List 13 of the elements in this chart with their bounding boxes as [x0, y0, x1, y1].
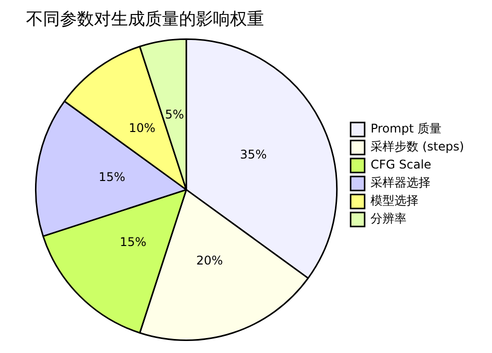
- data-label: 10%: [128, 120, 156, 135]
- legend-label: 采样步数 (steps): [370, 140, 464, 154]
- legend-label: CFG Scale: [370, 158, 432, 172]
- data-label: 15%: [98, 170, 126, 184]
- legend-label: 模型选择: [370, 194, 419, 208]
- legend-label: Prompt 质量: [370, 122, 442, 136]
- data-label: 20%: [196, 253, 223, 268]
- legend-label: 采样器选择: [370, 176, 431, 190]
- data-label: 35%: [240, 148, 267, 162]
- legend-label: 分辨率: [370, 212, 407, 226]
- chart-title: 不同参数对生成质量的影响权重: [26, 10, 264, 30]
- data-label: 5%: [165, 107, 184, 122]
- data-label: 15%: [120, 235, 146, 250]
